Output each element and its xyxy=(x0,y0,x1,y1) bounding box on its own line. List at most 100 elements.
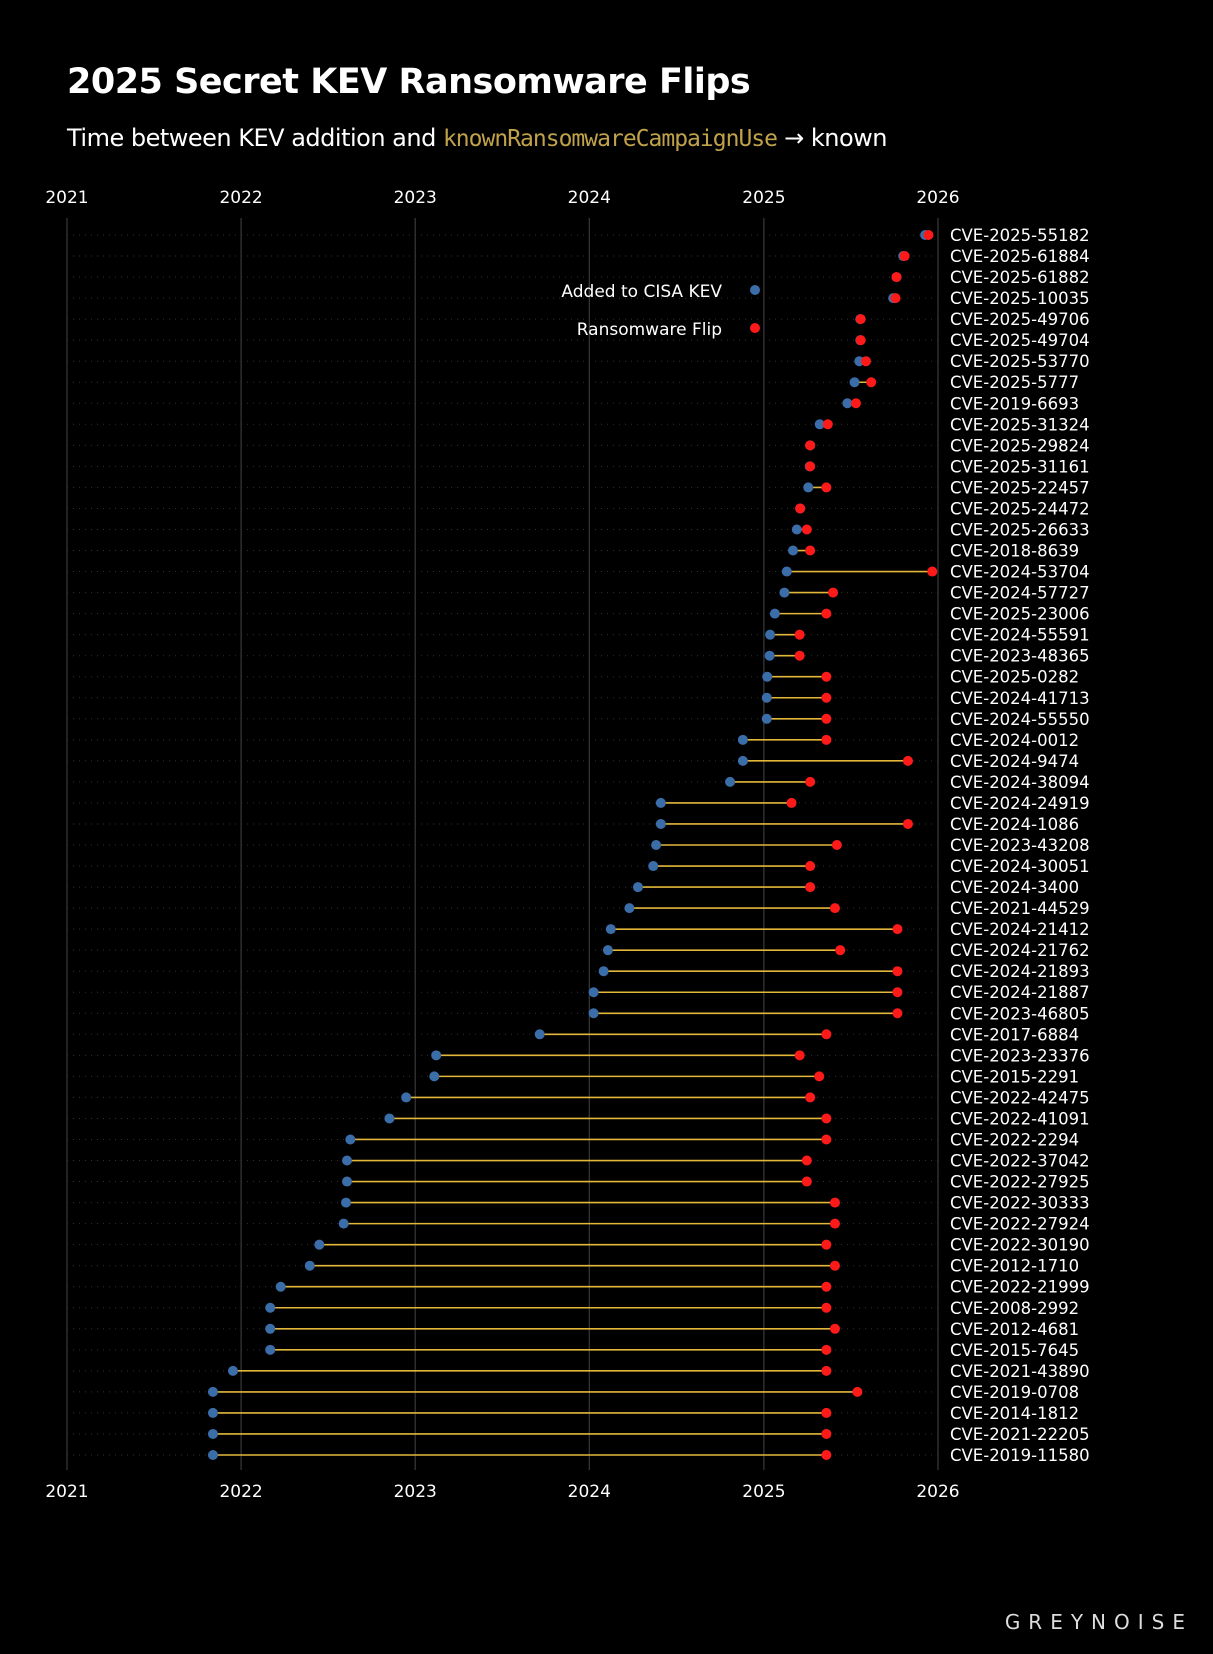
row-label-CVE-2023-23376: CVE-2023-23376 xyxy=(950,1046,1090,1065)
row-label-CVE-2025-53770: CVE-2025-53770 xyxy=(950,352,1090,371)
x-tick-bottom-2024: 2024 xyxy=(568,1482,611,1502)
kev-point-CVE-2025-5777 xyxy=(849,377,860,388)
kev-point-CVE-2014-1812 xyxy=(207,1407,218,1418)
flip-point-CVE-2012-1710 xyxy=(829,1260,840,1271)
kev-point-CVE-2015-2291 xyxy=(429,1071,440,1082)
row-label-CVE-2024-21762: CVE-2024-21762 xyxy=(950,941,1090,960)
x-tick-top-2022: 2022 xyxy=(219,188,262,208)
x-tick-bottom-2022: 2022 xyxy=(219,1482,262,1502)
row-label-CVE-2024-55550: CVE-2024-55550 xyxy=(950,710,1090,729)
kev-point-CVE-2019-11580 xyxy=(207,1450,218,1460)
kev-point-CVE-2022-30190 xyxy=(314,1239,325,1250)
row-label-CVE-2025-0282: CVE-2025-0282 xyxy=(950,668,1079,687)
legend: Added to CISA KEV Ransomware Flip xyxy=(561,282,760,340)
row-label-CVE-2025-26633: CVE-2025-26633 xyxy=(950,520,1090,539)
subtitle-code: knownRansomwareCampaignUse xyxy=(442,126,778,152)
chart-subtitle: Time between KEV addition and knownRanso… xyxy=(67,124,887,152)
row-label-CVE-2024-30051: CVE-2024-30051 xyxy=(950,857,1090,876)
flip-point-CVE-2025-10035 xyxy=(890,293,901,304)
legend-label-kev: Added to CISA KEV xyxy=(561,282,722,302)
row-label-CVE-2025-23006: CVE-2025-23006 xyxy=(950,605,1090,624)
flip-point-CVE-2019-0708 xyxy=(852,1386,863,1397)
flip-point-CVE-2024-53704 xyxy=(927,566,938,577)
flip-point-CVE-2022-30190 xyxy=(821,1239,832,1250)
kev-point-CVE-2025-26633 xyxy=(791,524,802,535)
x-tick-bottom-2025: 2025 xyxy=(742,1482,785,1502)
row-label-CVE-2022-2294: CVE-2022-2294 xyxy=(950,1130,1079,1149)
row-label-CVE-2012-1710: CVE-2012-1710 xyxy=(950,1257,1079,1276)
row-label-CVE-2025-5777: CVE-2025-5777 xyxy=(950,373,1079,392)
row-label-CVE-2022-30333: CVE-2022-30333 xyxy=(950,1194,1090,1213)
kev-point-CVE-2024-3400 xyxy=(632,882,643,893)
flip-point-CVE-2024-30051 xyxy=(805,861,816,872)
row-label-CVE-2022-30190: CVE-2022-30190 xyxy=(950,1236,1090,1255)
flip-point-CVE-2025-55182 xyxy=(923,230,934,240)
row-label-CVE-2022-21999: CVE-2022-21999 xyxy=(950,1278,1090,1297)
flip-point-CVE-2024-55550 xyxy=(821,713,832,724)
kev-point-CVE-2024-55550 xyxy=(761,713,772,724)
row-label-CVE-2022-27924: CVE-2022-27924 xyxy=(950,1215,1090,1234)
row-label-CVE-2025-10035: CVE-2025-10035 xyxy=(950,289,1090,308)
row-label-CVE-2024-21887: CVE-2024-21887 xyxy=(950,983,1090,1002)
kev-point-CVE-2024-57727 xyxy=(779,587,790,598)
row-label-CVE-2021-44529: CVE-2021-44529 xyxy=(950,899,1090,918)
kev-point-CVE-2018-8639 xyxy=(787,545,798,556)
row-label-CVE-2025-55182: CVE-2025-55182 xyxy=(950,226,1090,245)
flip-point-CVE-2025-61882 xyxy=(891,272,902,283)
flip-point-CVE-2025-61884 xyxy=(899,251,910,262)
kev-point-CVE-2023-48365 xyxy=(764,650,775,661)
kev-point-CVE-2022-41091 xyxy=(384,1113,395,1124)
x-tick-top-2026: 2026 xyxy=(916,188,959,208)
flip-point-CVE-2021-22205 xyxy=(821,1428,832,1439)
flip-point-CVE-2023-46805 xyxy=(892,1008,903,1019)
row-label-CVE-2025-49704: CVE-2025-49704 xyxy=(950,331,1090,350)
flip-point-CVE-2018-8639 xyxy=(805,545,816,556)
kev-point-CVE-2017-6884 xyxy=(534,1029,545,1040)
legend-marker-kev xyxy=(750,285,760,295)
x-tick-bottom-2026: 2026 xyxy=(916,1482,959,1502)
row-label-CVE-2024-53704: CVE-2024-53704 xyxy=(950,563,1090,582)
kev-point-CVE-2024-21412 xyxy=(605,924,616,935)
kev-point-CVE-2023-46805 xyxy=(588,1008,599,1019)
x-tick-bottom-2021: 2021 xyxy=(45,1482,88,1502)
flip-point-CVE-2023-43208 xyxy=(831,840,842,850)
kev-point-CVE-2015-7645 xyxy=(265,1344,276,1355)
row-label-CVE-2014-1812: CVE-2014-1812 xyxy=(950,1404,1079,1423)
flip-point-CVE-2022-2294 xyxy=(821,1134,832,1145)
flip-point-CVE-2015-2291 xyxy=(814,1071,825,1082)
flip-point-CVE-2025-49704 xyxy=(855,335,866,346)
flip-point-CVE-2023-48365 xyxy=(794,650,805,661)
kev-point-CVE-2008-2992 xyxy=(265,1302,276,1313)
kev-point-CVE-2025-23006 xyxy=(769,608,780,619)
x-tick-top-2023: 2023 xyxy=(394,188,437,208)
flip-point-CVE-2024-21893 xyxy=(892,966,903,977)
row-label-CVE-2019-6693: CVE-2019-6693 xyxy=(950,394,1079,413)
kev-point-CVE-2019-6693 xyxy=(842,398,853,409)
rows: CVE-2025-55182 CVE-2025-61884 CVE-2025-618… xyxy=(67,226,1090,1465)
row-label-CVE-2015-2291: CVE-2015-2291 xyxy=(950,1067,1079,1086)
flip-point-CVE-2025-49706 xyxy=(855,314,866,325)
x-tick-top-2025: 2025 xyxy=(742,188,785,208)
flip-point-CVE-2022-37042 xyxy=(801,1155,812,1166)
flip-point-CVE-2025-22457 xyxy=(821,482,832,493)
kev-point-CVE-2024-41713 xyxy=(761,692,772,703)
flip-point-CVE-2014-1812 xyxy=(821,1407,832,1418)
flip-point-CVE-2025-29824 xyxy=(805,440,816,451)
row-label-CVE-2022-37042: CVE-2022-37042 xyxy=(950,1152,1090,1171)
flip-point-CVE-2022-30333 xyxy=(829,1197,840,1208)
kev-point-CVE-2025-22457 xyxy=(803,482,814,493)
flip-point-CVE-2025-31324 xyxy=(822,419,833,430)
kev-point-CVE-2021-22205 xyxy=(207,1428,218,1439)
kev-point-CVE-2025-31324 xyxy=(814,419,825,430)
row-label-CVE-2024-0012: CVE-2024-0012 xyxy=(950,731,1079,750)
kev-point-CVE-2023-43208 xyxy=(651,840,662,850)
kev-point-CVE-2022-37042 xyxy=(341,1155,352,1166)
kev-point-CVE-2019-0708 xyxy=(207,1386,218,1397)
row-label-CVE-2025-31161: CVE-2025-31161 xyxy=(950,457,1090,476)
kev-point-CVE-2022-30333 xyxy=(341,1197,352,1208)
kev-point-CVE-2024-30051 xyxy=(648,861,659,872)
kev-point-CVE-2024-53704 xyxy=(781,566,792,577)
row-label-CVE-2024-38094: CVE-2024-38094 xyxy=(950,773,1090,792)
flip-point-CVE-2025-26633 xyxy=(801,524,812,535)
flip-point-CVE-2024-1086 xyxy=(902,818,913,829)
